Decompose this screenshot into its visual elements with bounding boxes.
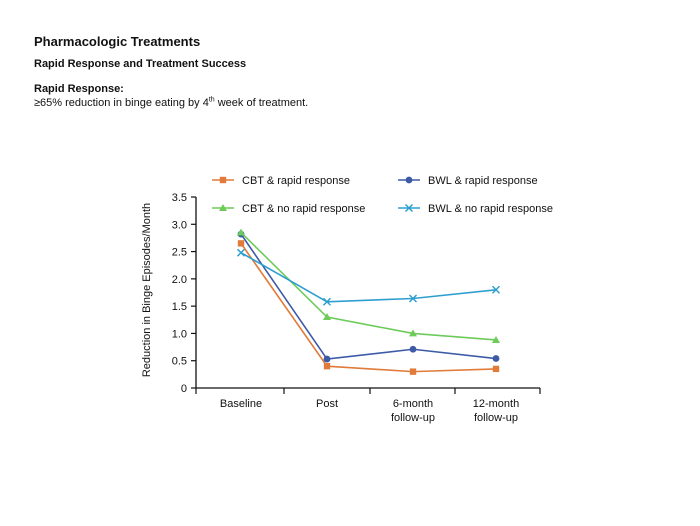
y-tick-label: 0.5 [172, 356, 187, 368]
legend-item: BWL & no rapid response [398, 203, 553, 215]
definition-suffix: week of treatment. [214, 97, 309, 109]
page-subtitle: Rapid Response and Treatment Success [34, 58, 247, 70]
legend-label: CBT & no rapid response [242, 203, 365, 215]
series-4 [236, 248, 501, 306]
series-line [240, 233, 497, 360]
y-tick-label: 3.5 [172, 192, 187, 204]
y-tick-label: 1.5 [172, 301, 187, 313]
data-point-x [491, 285, 501, 294]
series-line [240, 231, 497, 341]
data-point-triangle [409, 329, 417, 337]
data-point-triangle [237, 228, 245, 236]
page-title: Pharmacologic Treatments [34, 34, 201, 49]
x-tick-label: Post [316, 398, 338, 410]
data-point-circle [405, 176, 413, 184]
x-tick-label: follow-up [391, 412, 435, 424]
y-tick-label: 0 [181, 383, 187, 395]
data-point-x [236, 248, 246, 257]
series-3 [237, 228, 500, 343]
x-tick-label: Baseline [220, 398, 262, 410]
x-tick-label: follow-up [474, 412, 518, 424]
data-point-square [219, 176, 227, 184]
data-point-circle [409, 345, 417, 353]
series-line [240, 242, 497, 373]
definition-heading: Rapid Response: [34, 83, 124, 95]
y-tick-label: 1.0 [172, 328, 187, 340]
data-point-square [492, 365, 500, 373]
data-point-square [323, 362, 331, 370]
data-point-square [237, 240, 245, 247]
data-point-x-stroke [404, 203, 414, 213]
data-point-triangle [219, 204, 227, 211]
x-tick-label: 6-month [393, 398, 433, 410]
x-tick-label: 12-month [473, 398, 519, 410]
data-point-x-stroke [236, 248, 246, 257]
data-point-triangle [323, 313, 331, 321]
legend-item: BWL & rapid response [398, 175, 538, 187]
definition-superscript: th [208, 96, 215, 104]
legend-label: BWL & no rapid response [428, 203, 553, 215]
data-point-triangle [492, 335, 500, 343]
chart-plot-area [236, 228, 501, 375]
y-axis-label: Reduction in Binge Episodes/Month [141, 203, 153, 377]
data-point-circle [492, 355, 500, 362]
legend-label: CBT & rapid response [242, 175, 350, 187]
y-tick-label: 3.0 [172, 219, 187, 231]
legend-item: CBT & no rapid response [212, 203, 365, 215]
definition-text: ≥65% reduction in binge eating by 4th we… [34, 96, 309, 109]
y-tick-label: 2.0 [172, 274, 187, 286]
data-point-x-stroke [322, 297, 332, 306]
data-point-x [404, 203, 414, 213]
series-1 [237, 240, 500, 375]
data-point-x [408, 294, 418, 303]
series-line [240, 251, 497, 303]
data-point-x-stroke [491, 285, 501, 294]
legend-label: BWL & rapid response [428, 175, 538, 187]
legend-item: CBT & rapid response [212, 175, 350, 187]
data-point-x-stroke [408, 294, 418, 303]
definition-prefix: ≥65% reduction in binge eating by 4 [34, 97, 209, 109]
series-2 [237, 230, 500, 363]
chart-legend: CBT & rapid response BWL & rapid response… [212, 175, 553, 215]
y-tick-label: 2.5 [172, 247, 187, 259]
data-point-circle [323, 355, 331, 363]
data-point-square [409, 368, 417, 375]
chart-axes: 0 0.5 1.0 1.5 2.0 2.5 3.0 3.5 Baseline Post 6-mont… [172, 192, 541, 424]
data-point-x [322, 297, 332, 306]
